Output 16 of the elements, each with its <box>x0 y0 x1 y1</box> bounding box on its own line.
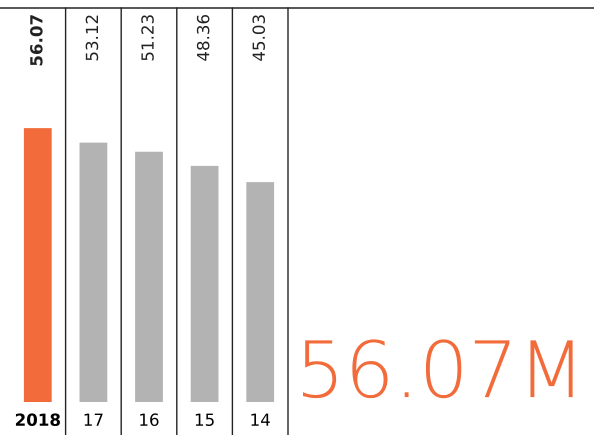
x-tick-label: 14 <box>251 414 270 426</box>
data-label: 45.03 <box>252 15 266 61</box>
data-label: 56.07 <box>30 15 43 66</box>
bar <box>190 166 218 402</box>
bar <box>135 152 163 402</box>
data-label: 48.36 <box>196 14 210 61</box>
text: 56.07M <box>302 339 573 398</box>
x-tick-label: 15 <box>196 414 214 426</box>
bar <box>80 142 108 402</box>
data-label: 51.23 <box>141 15 154 60</box>
x-tick-label: 17 <box>84 414 103 426</box>
x-tick-label: 16 <box>140 413 159 426</box>
data-label: 53.12 <box>86 16 98 60</box>
bar <box>246 182 274 402</box>
bar <box>24 128 52 402</box>
x-tick-label: 2018 <box>16 413 60 426</box>
